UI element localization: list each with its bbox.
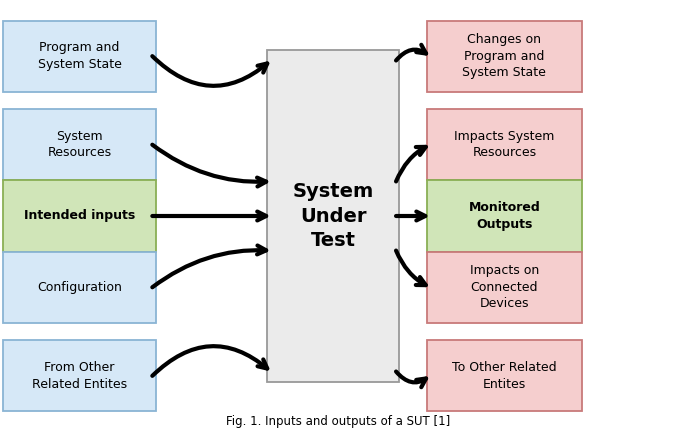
Text: Monitored
Outputs: Monitored Outputs: [468, 201, 540, 231]
FancyArrowPatch shape: [396, 372, 426, 387]
Text: From Other
Related Entites: From Other Related Entites: [32, 361, 127, 391]
FancyArrowPatch shape: [152, 245, 266, 287]
FancyBboxPatch shape: [3, 109, 156, 181]
Text: Intended inputs: Intended inputs: [24, 210, 135, 222]
Text: To Other Related
Entites: To Other Related Entites: [452, 361, 556, 391]
Text: System
Resources: System Resources: [47, 130, 112, 159]
FancyArrowPatch shape: [396, 251, 426, 285]
FancyBboxPatch shape: [3, 340, 156, 411]
FancyBboxPatch shape: [427, 20, 582, 92]
FancyBboxPatch shape: [427, 340, 582, 411]
FancyBboxPatch shape: [427, 181, 582, 251]
FancyBboxPatch shape: [267, 50, 399, 382]
Text: Impacts on
Connected
Devices: Impacts on Connected Devices: [470, 264, 539, 310]
FancyBboxPatch shape: [427, 251, 582, 323]
Text: Impacts System
Resources: Impacts System Resources: [454, 130, 554, 159]
FancyArrowPatch shape: [152, 56, 267, 86]
FancyBboxPatch shape: [427, 109, 582, 181]
FancyArrowPatch shape: [152, 145, 266, 187]
Text: Changes on
Program and
System State: Changes on Program and System State: [462, 33, 546, 79]
FancyBboxPatch shape: [3, 181, 156, 251]
Text: Program and
System State: Program and System State: [38, 41, 121, 71]
Text: Configuration: Configuration: [37, 281, 122, 294]
FancyBboxPatch shape: [3, 20, 156, 92]
FancyArrowPatch shape: [396, 147, 426, 181]
FancyBboxPatch shape: [3, 251, 156, 323]
FancyArrowPatch shape: [152, 212, 266, 220]
FancyArrowPatch shape: [396, 212, 425, 220]
Text: Fig. 1. Inputs and outputs of a SUT [1]: Fig. 1. Inputs and outputs of a SUT [1]: [226, 415, 451, 428]
Text: System
Under
Test: System Under Test: [292, 182, 374, 250]
FancyArrowPatch shape: [396, 45, 426, 60]
FancyArrowPatch shape: [152, 346, 267, 376]
